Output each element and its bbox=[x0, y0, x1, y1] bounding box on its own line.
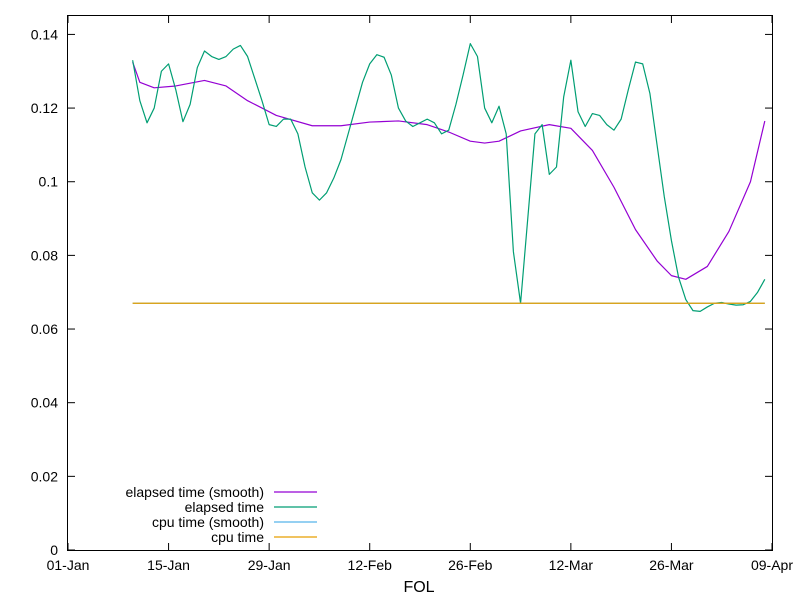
x-tick-label: 15-Jan bbox=[147, 557, 190, 573]
plot-frame bbox=[67, 15, 773, 551]
series-line-2 bbox=[132, 43, 766, 312]
x-tick-label: 12-Mar bbox=[549, 557, 594, 573]
x-tick-label: 26-Mar bbox=[649, 557, 694, 573]
x-tick-label: 29-Jan bbox=[248, 557, 291, 573]
y-tick-label: 0.02 bbox=[31, 468, 58, 484]
y-axis: 0 0.02 0.04 0.06 0.08 0.1 0.12 0.14 bbox=[31, 26, 772, 558]
legend-label: cpu time bbox=[211, 529, 264, 545]
y-tick-label: 0.1 bbox=[39, 174, 59, 190]
y-tick-label: 0 bbox=[50, 542, 58, 558]
series-line-1 bbox=[132, 61, 766, 280]
x-tick-label: 26-Feb bbox=[448, 557, 493, 573]
y-tick-label: 0.14 bbox=[31, 26, 58, 42]
y-tick-label: 0.08 bbox=[31, 247, 58, 263]
x-tick-label: 09-Apr bbox=[751, 557, 793, 573]
plot-area bbox=[132, 43, 766, 312]
x-axis-label: FOL bbox=[403, 579, 434, 596]
y-tick-label: 0.04 bbox=[31, 395, 58, 411]
x-tick-label: 12-Feb bbox=[348, 557, 393, 573]
x-axis: 01-Jan 15-Jan 29-Jan 12-Feb 26-Feb 12-Mar 26-M… bbox=[47, 16, 793, 573]
legend-label: elapsed time bbox=[185, 499, 265, 515]
legend-label: elapsed time (smooth) bbox=[125, 484, 264, 500]
x-tick-label: 01-Jan bbox=[47, 557, 90, 573]
y-tick-label: 0.12 bbox=[31, 100, 58, 116]
y-tick-label: 0.06 bbox=[31, 321, 58, 337]
legend-label: cpu time (smooth) bbox=[152, 514, 264, 530]
